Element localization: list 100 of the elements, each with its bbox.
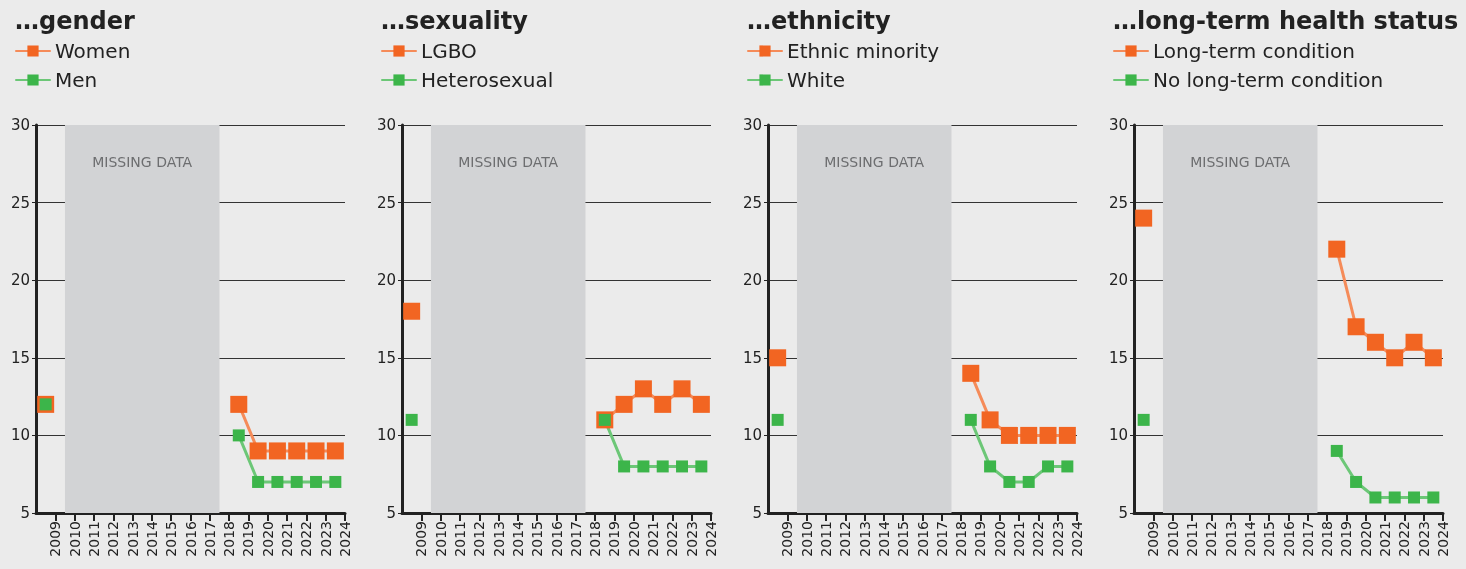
x-tick-label: 2016 bbox=[182, 520, 199, 557]
x-tick-label: 2016 bbox=[1280, 520, 1297, 557]
point bbox=[1328, 240, 1346, 258]
point bbox=[403, 302, 421, 320]
x-tick-label: 2012 bbox=[1203, 521, 1220, 557]
point bbox=[1000, 426, 1018, 444]
legend-label: LGBO bbox=[421, 39, 477, 63]
x-tick-label: 2021 bbox=[279, 521, 296, 557]
x-tick-label: 2011 bbox=[1183, 521, 1200, 557]
y-tick-label: 15 bbox=[376, 348, 396, 367]
point bbox=[615, 395, 633, 413]
y-tick-label: 5 bbox=[752, 504, 762, 522]
x-tick-label: 2009 bbox=[779, 521, 796, 557]
x-tick-label: 2017 bbox=[201, 521, 218, 557]
point bbox=[249, 442, 267, 460]
legend-label: Long-term condition bbox=[1153, 39, 1355, 63]
point bbox=[230, 395, 248, 413]
x-tick-label: 2015 bbox=[895, 521, 912, 557]
x-tick-label: 2012 bbox=[837, 521, 854, 557]
point bbox=[1369, 491, 1382, 504]
x-tick-label: 2019 bbox=[240, 521, 257, 557]
point bbox=[405, 413, 418, 426]
x-tick-label: 2010 bbox=[798, 521, 815, 557]
point bbox=[962, 364, 980, 382]
point bbox=[695, 460, 708, 473]
y-tick-label: 20 bbox=[742, 271, 762, 290]
y-tick-label: 5 bbox=[20, 504, 30, 522]
y-tick-label: 10 bbox=[376, 426, 396, 445]
point bbox=[771, 413, 784, 426]
chart-title: …sexuality bbox=[381, 7, 529, 35]
x-tick-label: 2019 bbox=[606, 521, 623, 557]
y-tick-label: 10 bbox=[1108, 426, 1128, 445]
x-tick-label: 2023 bbox=[1049, 521, 1066, 557]
point bbox=[1366, 333, 1384, 351]
x-tick-label: 2009 bbox=[1145, 521, 1162, 557]
x-tick-label: 2015 bbox=[163, 521, 180, 557]
point bbox=[618, 460, 631, 473]
y-tick-label: 10 bbox=[742, 426, 762, 445]
point bbox=[268, 442, 286, 460]
point bbox=[290, 475, 303, 488]
point bbox=[288, 442, 306, 460]
x-tick-label: 2020 bbox=[1357, 521, 1374, 557]
point bbox=[1058, 426, 1076, 444]
x-tick-label: 2009 bbox=[47, 521, 64, 557]
x-tick-label: 2019 bbox=[972, 521, 989, 557]
chart-title: …ethnicity bbox=[747, 7, 892, 35]
x-tick-label: 2018 bbox=[587, 521, 604, 557]
x-tick-label: 2014 bbox=[875, 520, 892, 557]
band-label: MISSING DATA bbox=[824, 154, 925, 170]
point bbox=[1042, 460, 1055, 473]
x-tick-label: 2012 bbox=[471, 521, 488, 557]
x-tick-label: 2024 bbox=[1435, 520, 1451, 557]
x-tick-label: 2024 bbox=[703, 520, 719, 557]
point bbox=[1386, 349, 1404, 367]
x-tick-label: 2009 bbox=[413, 521, 430, 557]
x-tick-label: 2014 bbox=[1241, 520, 1258, 557]
x-tick-label: 2021 bbox=[645, 521, 662, 557]
x-tick-label: 2010 bbox=[432, 521, 449, 557]
point bbox=[964, 413, 977, 426]
point bbox=[676, 460, 689, 473]
point bbox=[1405, 333, 1423, 351]
x-tick-label: 2011 bbox=[817, 521, 834, 557]
point bbox=[329, 475, 342, 488]
x-tick-label: 2024 bbox=[1069, 520, 1085, 557]
point bbox=[769, 349, 787, 367]
y-tick-label: 30 bbox=[1108, 116, 1128, 134]
point bbox=[1347, 318, 1365, 336]
point bbox=[654, 395, 672, 413]
point bbox=[1135, 209, 1153, 227]
point bbox=[1137, 413, 1150, 426]
x-tick-label: 2020 bbox=[991, 521, 1008, 557]
chart-title: …long-term health status bbox=[1113, 7, 1459, 35]
point bbox=[1022, 475, 1035, 488]
point bbox=[1020, 426, 1038, 444]
band-label: MISSING DATA bbox=[92, 154, 193, 170]
x-tick-label: 2010 bbox=[66, 521, 83, 557]
legend-label: No long-term condition bbox=[1153, 68, 1384, 92]
x-tick-label: 2022 bbox=[1030, 521, 1047, 557]
point bbox=[1061, 460, 1074, 473]
x-tick-label: 2020 bbox=[259, 521, 276, 557]
point bbox=[1388, 491, 1401, 504]
point bbox=[1424, 349, 1442, 367]
x-tick-label: 2023 bbox=[317, 521, 334, 557]
x-tick-label: 2010 bbox=[1164, 521, 1181, 557]
x-tick-label: 2022 bbox=[664, 521, 681, 557]
y-tick-label: 15 bbox=[10, 348, 30, 367]
point bbox=[307, 442, 325, 460]
y-tick-label: 25 bbox=[1108, 193, 1128, 212]
point bbox=[1427, 491, 1440, 504]
x-tick-label: 2013 bbox=[856, 521, 873, 557]
y-tick-label: 30 bbox=[742, 116, 762, 134]
x-tick-label: 2019 bbox=[1338, 521, 1355, 557]
point bbox=[656, 460, 669, 473]
chart-title: …gender bbox=[15, 7, 135, 35]
x-tick-label: 2015 bbox=[529, 521, 546, 557]
x-tick-label: 2022 bbox=[298, 521, 315, 557]
x-tick-label: 2023 bbox=[683, 521, 700, 557]
x-tick-label: 2023 bbox=[1415, 521, 1432, 557]
y-tick-label: 5 bbox=[386, 504, 396, 522]
x-tick-label: 2024 bbox=[337, 520, 353, 557]
